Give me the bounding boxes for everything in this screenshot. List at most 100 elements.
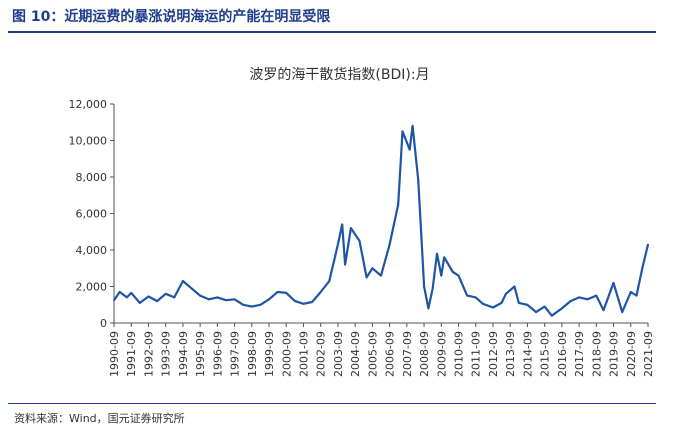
x-tick-label: 1995-09 — [194, 331, 207, 377]
data-point — [337, 243, 339, 246]
x-tick-label: 2018-09 — [590, 331, 603, 377]
x-tick-label: 2011-09 — [470, 331, 483, 377]
data-point — [126, 296, 128, 299]
data-point — [182, 280, 184, 282]
chart-title: 波罗的海干散货指数(BDI):月 — [249, 67, 430, 83]
x-tick-label: 2002-09 — [315, 331, 328, 377]
x-tick-label: 1994-09 — [177, 331, 190, 377]
data-point — [513, 285, 516, 288]
data-point — [319, 291, 322, 293]
data-point — [517, 302, 520, 304]
data-point — [164, 292, 167, 295]
data-point — [242, 303, 245, 306]
y-tick-label: 10,000 — [69, 135, 108, 148]
data-point — [365, 276, 368, 279]
data-point — [311, 301, 313, 303]
figure-title: 图 10：近期运费的暴涨说明海运的产能在明显受限 — [12, 9, 331, 25]
data-point — [285, 292, 288, 294]
data-point — [500, 302, 503, 304]
title-rule — [8, 31, 656, 33]
x-tick-label: 1997-09 — [229, 331, 242, 377]
data-point — [436, 252, 438, 255]
data-point — [344, 263, 346, 266]
data-point — [225, 299, 227, 302]
x-tick-label: 2009-09 — [435, 331, 448, 377]
data-point — [173, 296, 176, 299]
data-point — [443, 256, 446, 259]
x-tick-label: 2013-09 — [504, 331, 517, 377]
data-point — [595, 294, 598, 297]
data-point — [190, 287, 193, 290]
data-point — [268, 298, 270, 301]
x-tick-label: 1991-09 — [125, 331, 138, 377]
data-point — [358, 240, 361, 242]
data-point — [440, 274, 443, 277]
data-point — [457, 274, 460, 277]
data-point — [401, 130, 404, 133]
y-tick-label: 6,000 — [76, 208, 108, 221]
data-point — [397, 203, 400, 206]
data-point — [302, 302, 305, 305]
x-tick-label: 2003-09 — [332, 331, 345, 377]
data-point — [156, 300, 159, 302]
data-point — [629, 291, 632, 293]
data-point — [641, 267, 644, 270]
data-point — [233, 298, 236, 301]
x-tick-label: 2007-09 — [401, 331, 414, 377]
data-point — [586, 298, 589, 301]
data-point — [207, 298, 210, 301]
data-point — [350, 227, 352, 230]
data-point — [561, 307, 563, 310]
data-point — [505, 292, 507, 295]
x-tick-label: 1992-09 — [142, 331, 155, 377]
data-point — [276, 291, 279, 293]
x-tick-label: 2020-09 — [625, 331, 638, 377]
x-tick-label: 2000-09 — [280, 331, 293, 377]
data-point — [612, 282, 615, 284]
data-point — [216, 296, 219, 299]
x-tick-label: 2017-09 — [573, 331, 586, 377]
y-tick-label: 8,000 — [76, 171, 108, 184]
data-point — [451, 271, 454, 273]
data-point — [199, 294, 202, 297]
source-note: 资料来源：Wind，国元证券研究所 — [14, 412, 185, 425]
y-tick-label: 2,000 — [76, 281, 108, 294]
data-point — [621, 311, 624, 313]
x-tick-label: 1990-09 — [108, 331, 121, 377]
data-point — [328, 280, 331, 282]
data-point — [113, 299, 115, 302]
x-tick-label: 1999-09 — [263, 331, 276, 377]
x-tick-label: 2001-09 — [297, 331, 310, 377]
y-tick-label: 4,000 — [76, 244, 108, 257]
x-tick-label: 2014-09 — [521, 331, 534, 377]
x-tick-label: 2021-09 — [642, 331, 655, 377]
data-point — [411, 125, 414, 127]
data-point — [341, 223, 344, 226]
data-point — [492, 306, 494, 309]
data-point — [118, 291, 121, 293]
data-point — [147, 295, 150, 298]
data-point — [371, 267, 374, 270]
data-point — [530, 307, 533, 310]
x-tick-label: 1996-09 — [211, 331, 224, 377]
data-point — [578, 296, 580, 299]
x-tick-label: 2010-09 — [453, 331, 466, 377]
data-point — [380, 274, 382, 277]
data-point — [431, 287, 434, 290]
data-point — [294, 300, 296, 302]
data-point — [482, 302, 484, 305]
data-point — [388, 243, 391, 246]
data-point — [474, 296, 477, 299]
data-point — [259, 303, 262, 306]
data-point — [635, 294, 638, 297]
data-point — [526, 303, 529, 306]
data-point — [130, 292, 133, 294]
data-point — [250, 305, 253, 308]
data-point — [647, 243, 649, 246]
data-point — [535, 311, 537, 313]
x-tick-label: 2019-09 — [608, 331, 621, 377]
data-point — [569, 300, 572, 302]
x-tick-label: 2004-09 — [349, 331, 362, 377]
data-point — [423, 285, 425, 288]
data-point — [466, 294, 468, 297]
